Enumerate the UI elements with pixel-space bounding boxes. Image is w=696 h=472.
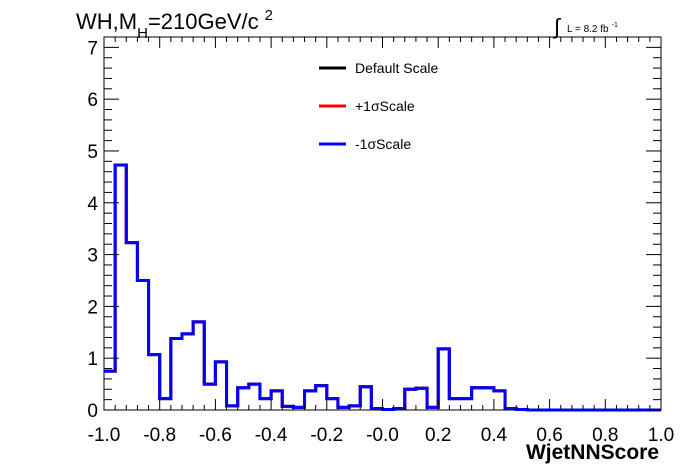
y-tick-label: 6: [87, 90, 98, 111]
y-tick-label: 7: [87, 38, 98, 59]
x-axis-label: WjetNNScore: [526, 441, 659, 464]
x-tick-label: 0.6: [536, 425, 562, 446]
legend-label-3: -1σScale: [355, 136, 411, 152]
x-tick-label: -1.0: [88, 425, 121, 446]
x-tick-label: 0.2: [425, 425, 451, 446]
y-tick-label: 3: [87, 246, 98, 267]
legend: Default Scale +1σScale -1σScale: [319, 60, 438, 152]
lumi-text: L = 8.2 fb: [567, 24, 609, 35]
x-tick-label: -0.6: [199, 425, 232, 446]
series-line-3: [104, 163, 661, 412]
y-tick-label: 1: [87, 349, 98, 370]
title-main: WH,M: [76, 9, 137, 34]
y-tick-label: 0: [87, 401, 98, 422]
y-tick-label: 2: [87, 297, 98, 318]
y-tick-label: 5: [87, 142, 98, 163]
legend-label-1: Default Scale: [355, 60, 438, 76]
y-tick-label: 4: [87, 194, 98, 215]
title-rest: =210GeV/c: [148, 9, 259, 34]
x-tick-label: -0.8: [143, 425, 176, 446]
x-tick-label: -0.0: [366, 425, 399, 446]
plot-title: WH,MH=210GeV/c 2: [76, 7, 273, 42]
x-tick-label: 0.4: [481, 425, 508, 446]
series-line-1: [104, 163, 661, 412]
x-tick-label: 0.8: [592, 425, 618, 446]
legend-label-2: +1σScale: [355, 98, 415, 114]
plot-frame: [103, 36, 662, 411]
axis-layer: -1.0 -0.8 -0.6 -0.4 -0.2 -0.0 0.2 0.4 0.6 0.8 1.0 0…: [87, 36, 674, 446]
lumi-label: L = 8.2 fb -1: [567, 22, 618, 35]
x-tick-label: -0.4: [255, 425, 288, 446]
lumi-integral-symbol: ∫: [552, 14, 562, 39]
title-superscript: 2: [265, 7, 273, 24]
series-line-2: [104, 163, 661, 412]
x-tick-label: 1.0: [648, 425, 674, 446]
x-tick-label: -0.2: [310, 425, 343, 446]
series-layer: [104, 163, 661, 412]
title-subscript: H: [137, 25, 148, 42]
lumi-superscript: -1: [612, 22, 618, 29]
